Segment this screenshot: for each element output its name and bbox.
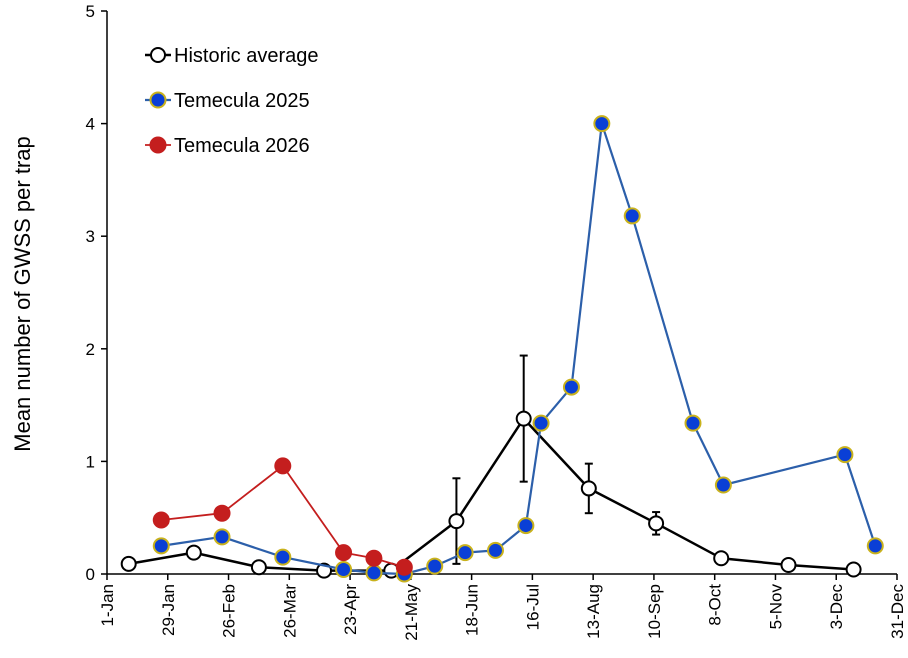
data-point xyxy=(515,410,532,427)
data-point xyxy=(714,476,732,494)
x-tick-label: 29-Jan xyxy=(159,584,178,636)
data-point xyxy=(713,550,730,567)
y-tick-label: 1 xyxy=(86,452,95,471)
data-point xyxy=(335,560,353,578)
y-tick-label: 2 xyxy=(86,340,95,359)
x-tick-label: 21-May xyxy=(402,584,421,641)
x-tick-label: 1-Jan xyxy=(98,584,117,627)
x-tick-label: 16-Jul xyxy=(523,584,542,630)
legend-item: Temecula 2025 xyxy=(145,90,310,112)
legend-label: Temecula 2025 xyxy=(174,90,310,112)
data-point xyxy=(274,457,292,475)
data-point xyxy=(213,504,231,522)
data-point xyxy=(185,544,202,561)
series-3 xyxy=(152,457,413,576)
legend-item: Temecula 2026 xyxy=(145,135,310,157)
data-point xyxy=(780,556,797,573)
series-line xyxy=(161,122,877,576)
x-tick-label: 18-Jun xyxy=(463,584,482,636)
data-point xyxy=(648,515,665,532)
data-point xyxy=(152,537,170,555)
data-point xyxy=(395,558,413,576)
data-point xyxy=(448,513,465,530)
series-layer xyxy=(120,115,884,583)
data-point xyxy=(517,517,535,535)
legend: Historic average Temecula 2025 Temecula 20… xyxy=(145,45,319,157)
axes: 0 1 2 3 4 5 1-Jan 29-Jan 26-Feb 26-Mar 23-Apr 21-Ma… xyxy=(86,2,907,641)
series-2 xyxy=(152,115,884,583)
legend-label: Historic average xyxy=(174,45,319,67)
x-tick-label: 5-Nov xyxy=(766,584,785,630)
legend-swatch-marker xyxy=(149,91,167,109)
y-axis-title: Mean number of GWSS per trap xyxy=(10,136,35,451)
y-tick-label: 4 xyxy=(86,115,95,134)
y-tick-label: 5 xyxy=(86,2,95,21)
data-point xyxy=(274,548,292,566)
legend-swatch-marker xyxy=(149,136,167,154)
data-point xyxy=(335,544,353,562)
x-tick-label: 10-Sep xyxy=(645,584,664,639)
x-tick-label: 26-Mar xyxy=(280,584,299,638)
legend-label: Temecula 2026 xyxy=(174,135,310,157)
data-point xyxy=(580,480,597,497)
data-point xyxy=(532,414,550,432)
series-line xyxy=(128,417,854,572)
data-point xyxy=(213,528,231,546)
data-point xyxy=(426,557,444,575)
y-tick-label: 3 xyxy=(86,227,95,246)
data-point xyxy=(684,414,702,432)
x-tick-label: 23-Apr xyxy=(341,584,360,635)
data-point xyxy=(845,561,862,578)
legend-swatch-marker xyxy=(150,47,166,63)
data-point xyxy=(250,559,267,576)
data-point xyxy=(836,446,854,464)
x-tick-label: 26-Feb xyxy=(220,584,239,638)
y-tick-label: 0 xyxy=(86,565,95,584)
data-point xyxy=(456,544,474,562)
data-point xyxy=(866,537,884,555)
x-tick-label: 8-Oct xyxy=(706,584,725,626)
data-point xyxy=(562,378,580,396)
data-point xyxy=(365,549,383,567)
data-point xyxy=(365,564,383,582)
data-point xyxy=(623,207,641,225)
x-tick-label: 3-Dec xyxy=(827,584,846,630)
data-point xyxy=(120,555,137,572)
x-tick-label: 13-Aug xyxy=(584,584,603,639)
data-point xyxy=(593,115,611,133)
legend-item: Historic average xyxy=(145,45,319,67)
x-tick-label: 31-Dec xyxy=(888,584,907,639)
data-point xyxy=(486,541,504,559)
data-point xyxy=(152,511,170,529)
